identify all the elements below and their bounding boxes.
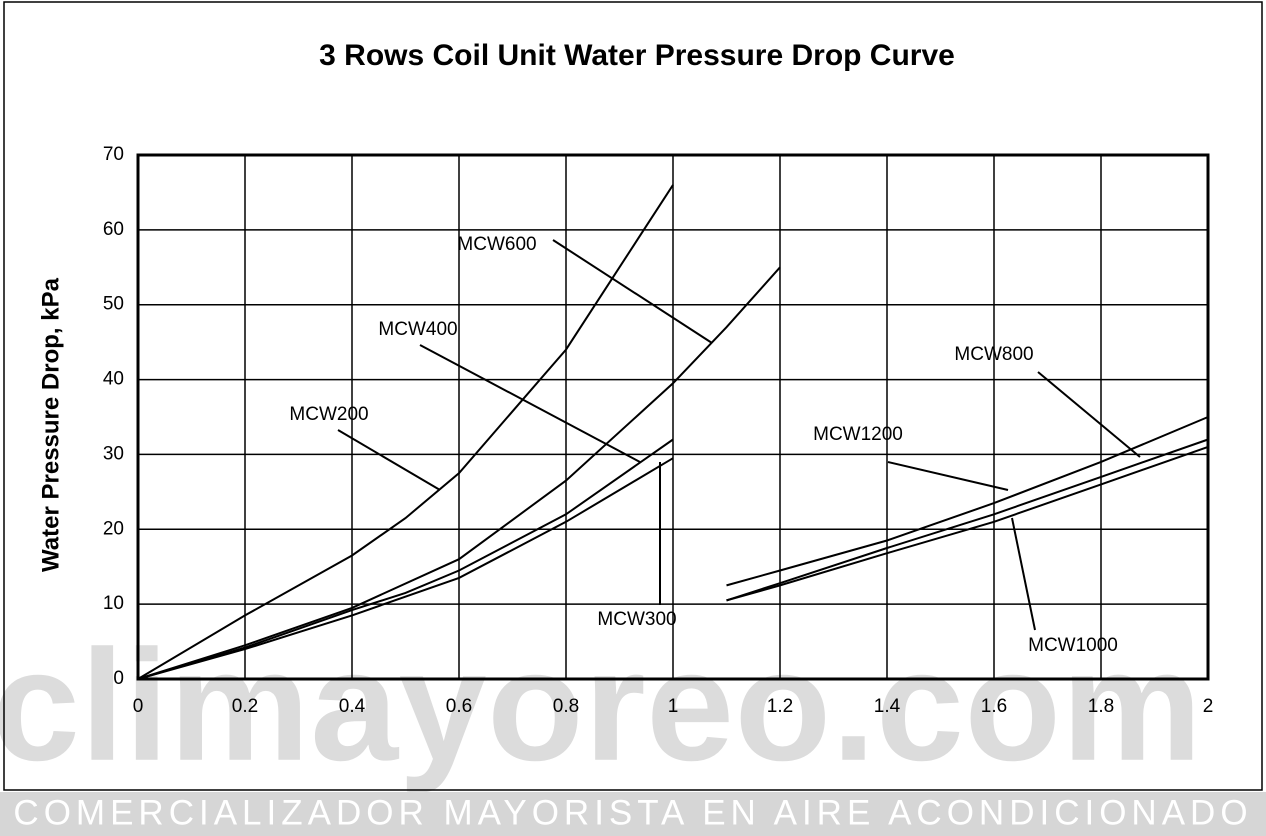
banner-text: COMERCIALIZADOR MAYORISTA EN AIRE ACONDI… bbox=[13, 793, 1252, 832]
x-tick-label: 1 bbox=[668, 696, 679, 717]
x-tick-label: 1.8 bbox=[1088, 696, 1114, 717]
x-tick-label: 0.2 bbox=[232, 696, 258, 717]
x-tick-label: 1.2 bbox=[767, 696, 793, 717]
series-line bbox=[137, 457, 674, 680]
x-tick-label: 0.6 bbox=[446, 696, 472, 717]
x-tick-label: 0.4 bbox=[339, 696, 366, 717]
series-label: MCW800 bbox=[954, 344, 1033, 365]
y-axis-label: Water Pressure Drop, kPa bbox=[37, 277, 64, 572]
x-tick-label: 2 bbox=[1203, 696, 1214, 717]
chart-frame bbox=[3, 1, 1263, 791]
leader-line bbox=[552, 239, 713, 344]
y-tick-label: 40 bbox=[103, 369, 124, 390]
x-tick-label: 1.4 bbox=[874, 696, 901, 717]
series-label: MCW200 bbox=[289, 404, 368, 425]
y-tick-label: 50 bbox=[103, 294, 124, 315]
watermark: climayoreo.com bbox=[0, 618, 1202, 794]
series-line bbox=[137, 184, 674, 680]
x-tick-label: 0.8 bbox=[553, 696, 579, 717]
chart-title: 3 Rows Coil Unit Water Pressure Drop Cur… bbox=[319, 39, 955, 72]
series-line bbox=[726, 438, 1209, 602]
series-label: MCW600 bbox=[457, 234, 536, 255]
x-tick-label: 1.6 bbox=[981, 696, 1007, 717]
leader-line bbox=[419, 344, 641, 463]
y-tick-label: 20 bbox=[103, 518, 124, 539]
leader-line bbox=[337, 429, 441, 491]
y-tick-label: 70 bbox=[103, 144, 124, 165]
series-label: MCW400 bbox=[378, 319, 457, 340]
leader-line bbox=[887, 461, 1009, 491]
series-line bbox=[137, 266, 781, 680]
leader-line bbox=[1011, 517, 1036, 631]
series-line bbox=[726, 445, 1209, 602]
series-label: MCW1200 bbox=[813, 424, 903, 445]
x-tick-label: 0 bbox=[133, 696, 144, 717]
y-tick-label: 30 bbox=[103, 443, 124, 464]
y-tick-label: 60 bbox=[103, 219, 124, 240]
banner-background bbox=[0, 792, 1266, 836]
series-line bbox=[726, 416, 1209, 587]
y-tick-label: 0 bbox=[113, 668, 124, 689]
series-line bbox=[137, 438, 674, 680]
series-label: MCW1000 bbox=[1028, 635, 1118, 656]
leader-line bbox=[1037, 371, 1141, 458]
y-tick-label: 10 bbox=[103, 593, 124, 614]
series-label: MCW300 bbox=[597, 609, 676, 630]
